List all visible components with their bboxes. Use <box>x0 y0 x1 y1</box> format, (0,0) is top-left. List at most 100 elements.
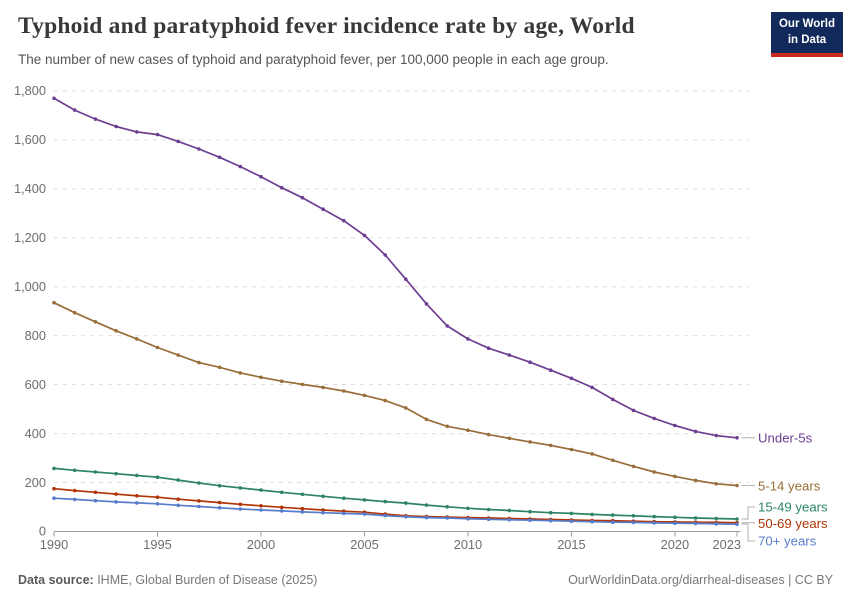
data-point-under-5s[interactable] <box>114 124 118 129</box>
data-point-15-49-years[interactable] <box>569 511 574 516</box>
data-point-50-69-years[interactable] <box>176 497 180 502</box>
data-point-under-5s[interactable] <box>548 368 553 373</box>
data-point-under-5s[interactable] <box>52 96 56 101</box>
data-point-under-5s[interactable] <box>507 353 512 357</box>
data-point-70-years[interactable] <box>445 516 450 520</box>
data-point-15-49-years[interactable] <box>155 475 160 480</box>
data-point-15-49-years[interactable] <box>590 512 594 517</box>
data-point-under-5s[interactable] <box>404 277 408 282</box>
data-point-5-14-years[interactable] <box>342 389 346 393</box>
data-point-15-49-years[interactable] <box>404 501 408 505</box>
data-point-50-69-years[interactable] <box>279 505 284 510</box>
data-point-5-14-years[interactable] <box>279 379 284 384</box>
data-point-5-14-years[interactable] <box>114 329 118 333</box>
data-point-under-5s[interactable] <box>445 324 450 328</box>
data-point-70-years[interactable] <box>735 522 739 526</box>
data-point-70-years[interactable] <box>673 521 677 525</box>
data-point-5-14-years[interactable] <box>424 417 429 422</box>
data-point-under-5s[interactable] <box>342 218 346 223</box>
data-point-5-14-years[interactable] <box>52 300 56 305</box>
data-point-15-49-years[interactable] <box>72 468 77 473</box>
data-point-15-49-years[interactable] <box>176 478 180 482</box>
series-line-under-5s[interactable] <box>53 97 738 439</box>
data-point-5-14-years[interactable] <box>528 440 532 444</box>
data-point-15-49-years[interactable] <box>300 492 305 497</box>
data-point-under-5s[interactable] <box>197 147 201 151</box>
data-point-under-5s[interactable] <box>93 117 98 121</box>
data-point-50-69-years[interactable] <box>135 494 139 498</box>
data-point-under-5s[interactable] <box>631 408 636 413</box>
data-point-70-years[interactable] <box>342 511 346 516</box>
data-point-70-years[interactable] <box>279 509 284 513</box>
data-point-15-49-years[interactable] <box>424 503 429 507</box>
data-point-15-49-years[interactable] <box>238 486 243 490</box>
data-point-5-14-years[interactable] <box>652 470 656 474</box>
data-point-50-69-years[interactable] <box>238 502 243 507</box>
data-point-5-14-years[interactable] <box>197 360 201 365</box>
data-point-70-years[interactable] <box>135 501 139 505</box>
data-point-70-years[interactable] <box>714 522 719 526</box>
data-point-15-49-years[interactable] <box>383 499 388 504</box>
data-point-15-49-years[interactable] <box>714 516 719 521</box>
data-point-70-years[interactable] <box>466 517 470 521</box>
legend-label-50-69-years[interactable]: 50-69 years <box>758 516 828 531</box>
data-point-5-14-years[interactable] <box>176 353 180 357</box>
data-point-under-5s[interactable] <box>135 130 139 134</box>
data-point-under-5s[interactable] <box>259 174 263 179</box>
data-point-under-5s[interactable] <box>155 132 160 137</box>
data-point-15-49-years[interactable] <box>548 510 553 515</box>
legend-label-5-14-years[interactable]: 5-14 years <box>758 479 821 494</box>
data-point-5-14-years[interactable] <box>404 406 408 410</box>
data-point-15-49-years[interactable] <box>93 470 98 474</box>
data-point-5-14-years[interactable] <box>362 393 367 398</box>
data-point-15-49-years[interactable] <box>631 514 636 518</box>
data-point-50-69-years[interactable] <box>52 486 56 491</box>
data-point-under-5s[interactable] <box>72 108 77 112</box>
data-point-50-69-years[interactable] <box>155 495 160 500</box>
data-point-under-5s[interactable] <box>611 397 615 402</box>
series-line-15-49-years[interactable] <box>53 467 738 520</box>
data-point-5-14-years[interactable] <box>735 483 739 488</box>
data-point-15-49-years[interactable] <box>507 508 512 513</box>
data-point-15-49-years[interactable] <box>445 505 450 509</box>
data-point-under-5s[interactable] <box>279 185 284 190</box>
data-point-70-years[interactable] <box>176 503 180 508</box>
data-point-5-14-years[interactable] <box>72 310 77 315</box>
data-point-5-14-years[interactable] <box>217 365 222 370</box>
data-point-5-14-years[interactable] <box>569 447 574 452</box>
data-point-70-years[interactable] <box>93 498 98 503</box>
data-point-70-years[interactable] <box>404 515 408 519</box>
data-point-5-14-years[interactable] <box>590 452 594 456</box>
data-point-70-years[interactable] <box>569 519 574 523</box>
data-point-15-49-years[interactable] <box>279 490 284 495</box>
legend-label-70-years[interactable]: 70+ years <box>758 534 817 549</box>
data-point-15-49-years[interactable] <box>362 498 367 502</box>
data-point-70-years[interactable] <box>217 506 222 510</box>
data-point-5-14-years[interactable] <box>486 432 491 437</box>
data-point-70-years[interactable] <box>300 510 305 514</box>
series-line-5-14-years[interactable] <box>53 301 738 487</box>
data-point-5-14-years[interactable] <box>631 464 636 469</box>
data-point-5-14-years[interactable] <box>611 458 615 463</box>
data-point-50-69-years[interactable] <box>321 508 325 512</box>
data-point-5-14-years[interactable] <box>321 385 325 390</box>
data-point-5-14-years[interactable] <box>693 478 698 483</box>
data-point-70-years[interactable] <box>155 502 160 506</box>
data-point-15-49-years[interactable] <box>693 516 698 520</box>
data-point-50-69-years[interactable] <box>72 488 77 493</box>
data-point-under-5s[interactable] <box>673 423 677 428</box>
data-point-5-14-years[interactable] <box>300 382 305 387</box>
data-point-15-49-years[interactable] <box>217 483 222 488</box>
data-point-70-years[interactable] <box>362 512 367 516</box>
data-point-under-5s[interactable] <box>590 385 594 390</box>
data-point-70-years[interactable] <box>424 515 429 520</box>
legend-label-under-5s[interactable]: Under-5s <box>758 431 813 446</box>
data-point-15-49-years[interactable] <box>673 515 677 520</box>
data-point-5-14-years[interactable] <box>155 345 160 350</box>
data-point-70-years[interactable] <box>197 504 201 509</box>
data-point-5-14-years[interactable] <box>714 482 719 486</box>
data-point-under-5s[interactable] <box>362 233 367 238</box>
data-point-50-69-years[interactable] <box>300 506 305 511</box>
data-point-under-5s[interactable] <box>176 139 180 144</box>
